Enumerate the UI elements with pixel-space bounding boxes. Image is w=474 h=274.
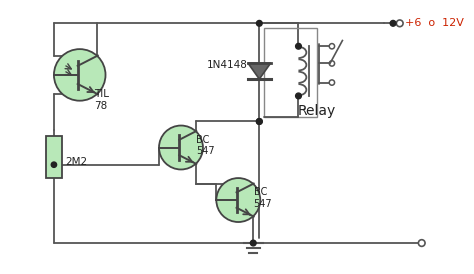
Circle shape (216, 178, 260, 222)
Circle shape (250, 240, 256, 246)
Circle shape (296, 43, 301, 49)
Circle shape (159, 125, 203, 170)
Circle shape (419, 240, 425, 246)
Circle shape (54, 49, 106, 101)
Text: 1N4148: 1N4148 (207, 60, 247, 70)
Circle shape (256, 119, 262, 124)
Circle shape (296, 93, 301, 99)
Text: +6  o  12V: +6 o 12V (405, 18, 465, 28)
Text: TIL
78: TIL 78 (94, 89, 109, 111)
Polygon shape (248, 63, 271, 79)
Circle shape (329, 44, 335, 49)
FancyBboxPatch shape (46, 136, 62, 178)
Text: BC
547: BC 547 (254, 187, 272, 209)
Circle shape (390, 21, 396, 26)
Circle shape (51, 162, 56, 167)
Circle shape (256, 21, 262, 26)
Text: Relay: Relay (298, 104, 336, 118)
Text: BC
547: BC 547 (196, 135, 215, 156)
Text: 2M2: 2M2 (65, 157, 88, 167)
Circle shape (396, 20, 403, 27)
Circle shape (329, 80, 335, 85)
Circle shape (256, 119, 262, 124)
Circle shape (329, 61, 335, 66)
